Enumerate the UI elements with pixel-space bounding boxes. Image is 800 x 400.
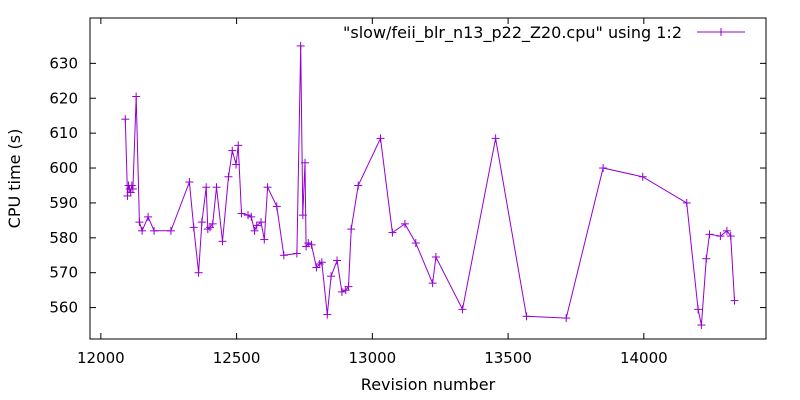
data-point [250,226,259,235]
data-point [237,209,246,218]
series-line [124,45,735,326]
data-point [185,177,194,186]
data-point [697,321,706,330]
data-point [337,287,346,296]
data-point [150,226,159,235]
data-point [694,305,703,314]
x-tick-label: 12000 [77,349,125,367]
x-tick-label: 14000 [620,349,668,367]
data-point [135,218,144,227]
axis-tick-labels: 12000 12500 13000 13500 14000 560 570 580 590 600… [49,54,667,367]
data-point [730,296,739,305]
y-tick-label: 610 [49,124,78,142]
data-point [400,219,409,228]
data-point [304,239,313,248]
data-point [228,146,237,155]
data-point [252,221,261,230]
data-point [354,181,363,190]
y-tick-label: 630 [49,54,78,72]
data-point [144,212,153,221]
data-point [347,225,356,234]
x-axis-label: Revision number [361,375,496,394]
data-point [202,183,211,192]
y-tick-label: 570 [49,264,78,282]
data-point [263,183,272,192]
data-point [292,249,301,258]
legend-series-marker [717,28,725,36]
data-point [301,158,310,167]
data-point [562,314,571,323]
data-point [234,141,243,150]
data-point [638,172,647,181]
y-tick-label: 560 [49,299,78,317]
data-point [257,218,266,227]
data-point [128,184,137,193]
data-point [312,263,321,272]
data-point [376,134,385,143]
data-point [458,305,467,314]
data-point [166,226,175,235]
data-point [189,223,198,232]
data-point [212,183,221,192]
data-point [307,240,316,249]
data-point [260,235,269,244]
x-tick-label: 12500 [213,349,261,367]
data-point [411,239,420,248]
data-point [428,279,437,288]
data-point [388,228,397,237]
data-point [323,310,332,319]
data-point [716,232,725,241]
data-point [132,92,141,101]
data-point [197,218,206,227]
x-tick-label: 13500 [484,349,532,367]
legend-series-label: "slow/feii_blr_n13_p22_Z20.cpu" using 1:… [343,23,682,43]
data-point [247,212,256,221]
data-point [232,160,241,169]
y-tick-label: 590 [49,194,78,212]
data-point [682,198,691,207]
data-point [279,251,288,260]
data-point [194,268,203,277]
x-tick-label: 13000 [348,349,396,367]
y-axis-label: CPU time (s) [5,129,24,229]
data-point [599,164,608,173]
data-point [431,253,440,262]
data-point [224,172,233,181]
data-point [726,232,735,241]
y-tick-label: 620 [49,89,78,107]
data-point [272,202,281,211]
y-tick-label: 580 [49,229,78,247]
data-point [327,272,336,281]
data-point [333,256,342,265]
y-tick-label: 600 [49,159,78,177]
legend: "slow/feii_blr_n13_p22_Z20.cpu" using 1:… [343,23,745,43]
plot-frame [89,17,767,340]
series-group [121,41,739,330]
data-point [298,211,307,220]
data-point [344,282,353,291]
data-point [218,237,227,246]
axis-ticks [90,18,766,339]
data-point [244,211,253,220]
data-point [138,226,147,235]
data-point [705,230,714,239]
data-point [127,181,136,190]
data-point [296,41,305,50]
data-point [722,226,731,235]
data-point [522,312,531,321]
data-point [208,219,217,228]
data-point [491,134,500,143]
data-point [702,254,711,263]
data-point [317,258,326,267]
data-point [123,191,132,200]
data-point [121,115,130,124]
